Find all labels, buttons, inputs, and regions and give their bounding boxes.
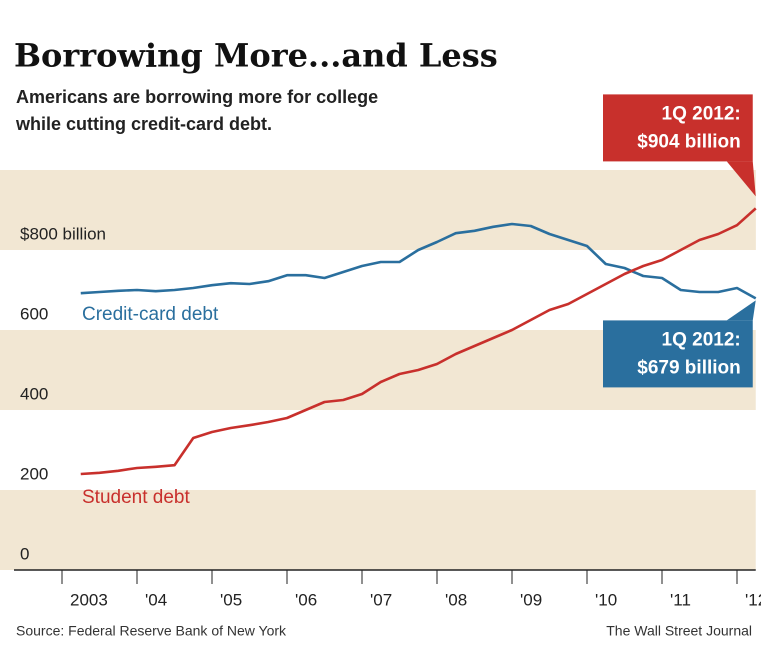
annotation-pointer [726, 161, 756, 197]
annotation-text: 1Q 2012: [662, 329, 741, 350]
y-tick-label: 400 [20, 384, 48, 403]
chart-title: Borrowing More...and Less [14, 37, 498, 75]
x-tick-label: '11 [670, 590, 691, 609]
series-label: Credit-card debt [82, 304, 219, 325]
x-tick-label: '06 [295, 590, 317, 609]
band [0, 490, 756, 570]
y-tick-label: $800 billion [20, 224, 106, 243]
credit: The Wall Street Journal [606, 623, 752, 639]
annotation-text: $679 billion [637, 357, 740, 378]
x-tick-label: '04 [145, 590, 167, 609]
y-tick-label: 600 [20, 304, 48, 323]
x-tick-label: '10 [595, 590, 617, 609]
series-line [80, 207, 757, 476]
x-tick-label: 2003 [70, 590, 108, 609]
annotation-text: $904 billion [637, 131, 740, 152]
annotation-box [603, 320, 753, 388]
annotation-text: 1Q 2012: [662, 103, 741, 124]
band [0, 170, 756, 250]
annotation-pointer [726, 300, 756, 321]
subtitle: Americans are borrowing more for college [16, 87, 378, 107]
series-line [80, 222, 757, 300]
annotation-box [603, 94, 753, 162]
y-tick-label: 200 [20, 464, 48, 483]
x-tick-label: '12 [745, 590, 761, 609]
series-label: Student debt [82, 487, 190, 508]
x-tick-label: '05 [220, 590, 242, 609]
x-tick-label: '07 [370, 590, 392, 609]
y-tick-label: 0 [20, 544, 29, 563]
x-tick-label: '08 [445, 590, 467, 609]
x-tick-label: '09 [520, 590, 542, 609]
subtitle: while cutting credit-card debt. [15, 114, 272, 134]
source: Source: Federal Reserve Bank of New York [16, 623, 287, 639]
